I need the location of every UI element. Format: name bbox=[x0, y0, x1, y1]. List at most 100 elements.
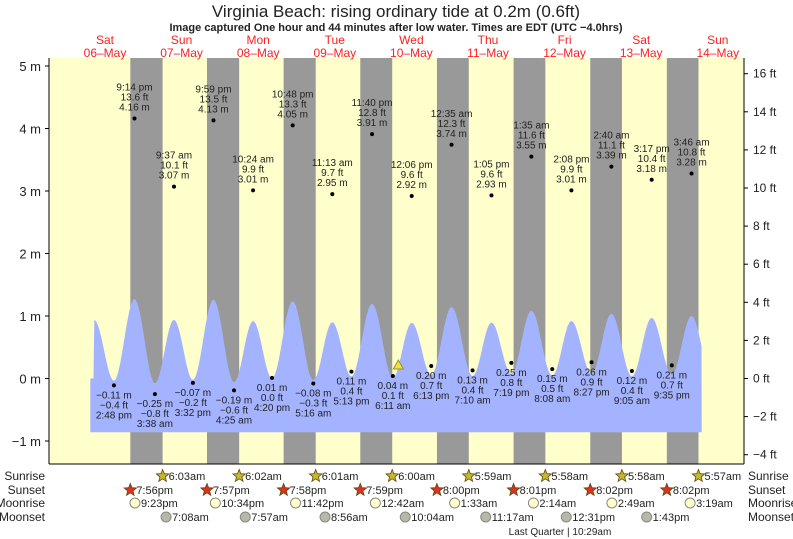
high-tide-point bbox=[449, 142, 454, 147]
high-tide-label: 11.6 ft bbox=[518, 131, 545, 142]
day-date-label: 09–May bbox=[313, 46, 356, 60]
high-tide-label: 10:48 pm bbox=[272, 89, 314, 100]
low-tide-point bbox=[190, 380, 195, 385]
high-tide-point bbox=[689, 171, 694, 176]
high-tide-label: 3:46 am bbox=[673, 138, 709, 149]
high-tide-label: 3.91 m bbox=[357, 118, 388, 129]
high-tide-label: 4.05 m bbox=[277, 109, 308, 120]
y-left-tick-label: 2 m bbox=[19, 247, 41, 262]
low-tide-point bbox=[589, 360, 594, 365]
low-tide-label: −0.08 m bbox=[295, 389, 331, 400]
sunrise-icon bbox=[691, 468, 706, 483]
high-tide-label: 2.95 m bbox=[317, 178, 348, 189]
moonrise-icon bbox=[369, 497, 381, 509]
low-tide-label: 0.15 m bbox=[537, 374, 568, 385]
low-tide-point bbox=[111, 383, 116, 388]
low-tide-label: 0.7 ft bbox=[420, 381, 442, 392]
moonrise-icon bbox=[290, 497, 302, 509]
high-tide-label: 3.74 m bbox=[436, 129, 467, 140]
y-left-tick-label: 1 m bbox=[19, 309, 41, 324]
y-right-tick-label: 0 ft bbox=[753, 372, 770, 386]
day-name-label: Wed bbox=[399, 33, 423, 47]
low-tide-label: −0.19 m bbox=[216, 395, 252, 406]
low-tide-label: 0.25 m bbox=[496, 368, 527, 379]
moonset-icon bbox=[319, 511, 331, 523]
high-tide-label: 9.9 ft bbox=[242, 164, 264, 175]
sunrise-time: 6:03am bbox=[169, 471, 206, 483]
low-tide-label: −0.8 ft bbox=[141, 409, 169, 420]
sunset-icon bbox=[353, 482, 368, 497]
moonrise-time: 3:19am bbox=[696, 498, 733, 510]
low-tide-label: 0.1 ft bbox=[382, 391, 404, 402]
low-tide-point bbox=[550, 367, 555, 372]
high-tide-point bbox=[489, 193, 494, 198]
high-tide-label: 12:35 am bbox=[431, 109, 473, 120]
high-tide-point bbox=[409, 194, 414, 198]
low-tide-label: 6:11 am bbox=[375, 401, 410, 412]
sunset-time: 7:57pm bbox=[213, 485, 250, 497]
low-tide-label: 7:19 pm bbox=[493, 388, 529, 399]
sunrise-icon bbox=[231, 468, 247, 483]
day-date-label: 08–May bbox=[237, 46, 280, 60]
high-tide-label: 12.8 ft bbox=[358, 108, 386, 119]
moonset-icon bbox=[560, 511, 572, 523]
high-tide-label: 3.18 m bbox=[636, 164, 667, 175]
sunrise-time: 5:58am bbox=[628, 471, 665, 483]
y-right-tick-label: 10 ft bbox=[753, 181, 777, 195]
day-date-label: 14–May bbox=[696, 46, 739, 60]
high-tide-point bbox=[132, 116, 137, 121]
low-tide-label: 9:35 pm bbox=[654, 390, 690, 401]
high-tide-point bbox=[251, 188, 256, 193]
high-tide-label: 3.39 m bbox=[596, 151, 627, 162]
low-tide-label: −0.07 m bbox=[175, 388, 211, 399]
high-tide-label: 10:24 am bbox=[232, 154, 274, 165]
day-name-label: Sat bbox=[96, 33, 115, 47]
high-tide-label: 9.6 ft bbox=[401, 170, 423, 181]
moonrise-icon bbox=[209, 497, 221, 509]
low-tide-label: −0.4 ft bbox=[100, 400, 128, 411]
y-right-tick-label: 8 ft bbox=[753, 219, 770, 233]
high-tide-label: 2.92 m bbox=[396, 180, 427, 191]
low-tide-point bbox=[669, 363, 674, 368]
y-right-tick-label: 6 ft bbox=[753, 257, 770, 271]
sunset-icon bbox=[199, 482, 215, 497]
sunrise-icon bbox=[538, 468, 553, 483]
low-tide-label: 4:20 pm bbox=[254, 403, 290, 414]
low-tide-label: 0.01 m bbox=[257, 383, 288, 394]
low-tide-label: −0.25 m bbox=[137, 399, 173, 410]
high-tide-point bbox=[171, 184, 176, 189]
y-right-tick-label: 14 ft bbox=[753, 105, 777, 119]
low-tide-point bbox=[311, 381, 316, 386]
sunset-time: 8:02pm bbox=[673, 485, 710, 497]
sunset-icon bbox=[123, 482, 138, 497]
low-tide-label: 0.13 m bbox=[457, 375, 488, 386]
high-tide-point bbox=[211, 118, 216, 123]
moonset-time: 12:31pm bbox=[572, 512, 615, 524]
low-tide-label: 0.0 ft bbox=[261, 393, 283, 404]
low-tide-label: 0.04 m bbox=[378, 381, 409, 392]
high-tide-label: 12.3 ft bbox=[438, 119, 466, 130]
low-tide-point bbox=[349, 369, 354, 374]
low-tide-point bbox=[470, 368, 475, 373]
high-tide-label: 1:05 pm bbox=[473, 159, 509, 170]
high-tide-label: 3.01 m bbox=[238, 174, 269, 185]
day-date-label: 06–May bbox=[84, 46, 127, 60]
sunset-icon bbox=[429, 482, 445, 497]
day-date-label: 07–May bbox=[160, 46, 203, 60]
low-tide-point bbox=[509, 360, 514, 365]
sunset-icon bbox=[583, 482, 598, 497]
high-tide-label: 2.93 m bbox=[476, 179, 507, 190]
high-tide-label: 1:35 am bbox=[513, 121, 549, 132]
high-tide-label: 4.16 m bbox=[119, 103, 150, 114]
day-name-label: Fri bbox=[558, 33, 572, 47]
low-tide-label: 0.12 m bbox=[617, 376, 648, 387]
moonset-icon bbox=[160, 511, 172, 523]
low-tide-point bbox=[231, 388, 236, 393]
sunrise-icon bbox=[308, 468, 323, 483]
low-tide-label: 0.8 ft bbox=[500, 378, 522, 389]
moonset-time: 11:17am bbox=[492, 512, 534, 524]
high-tide-label: 10.4 ft bbox=[638, 154, 666, 165]
moonrise-icon bbox=[684, 497, 696, 509]
day-name-label: Sat bbox=[632, 33, 651, 47]
